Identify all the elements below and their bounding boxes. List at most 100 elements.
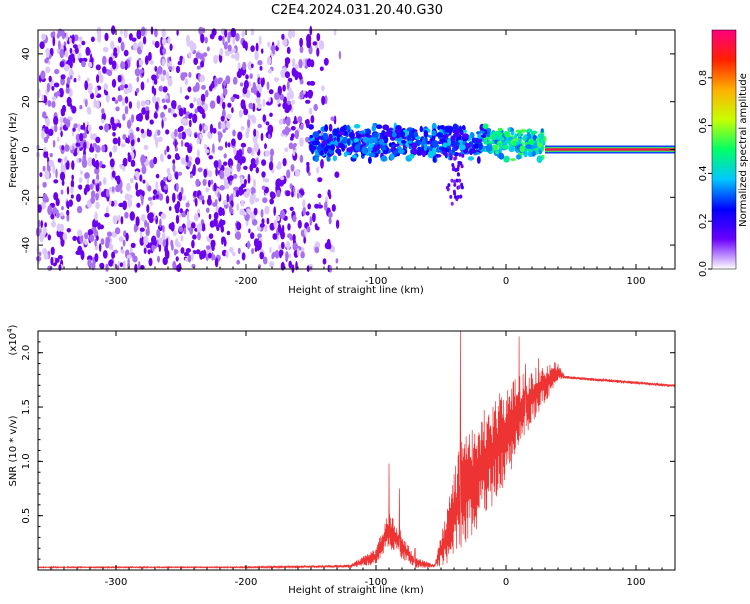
spectrogram-noise-cell [175, 182, 179, 193]
spectrogram-noise-cell [194, 133, 198, 139]
spectrogram-noise-cell [219, 170, 225, 180]
spectrogram-noise-cell [174, 153, 180, 161]
spectrogram-band-cell [408, 153, 415, 159]
spectrogram-band-cell [516, 154, 522, 160]
spectrogram-noise-cell [191, 263, 196, 269]
spectrogram-noise-cell [192, 164, 196, 174]
spectrogram-noise-cell [113, 50, 117, 57]
spectrogram-noise-cell [155, 173, 160, 179]
spectrogram-noise-cell [129, 246, 133, 254]
spectrogram-noise-cell [139, 236, 145, 246]
spectrogram-noise-cell [195, 249, 201, 255]
spectrogram-noise-cell [231, 138, 236, 146]
spectrogram-y-label: Frequency (Hz) [8, 112, 19, 188]
spectrogram-noise-cell [76, 147, 80, 155]
spectrogram-noise-cell [292, 187, 296, 192]
spectrogram-noise-cell [227, 142, 231, 148]
spectrogram-noise-cell [117, 74, 122, 83]
spectrogram-noise-cell [305, 211, 310, 216]
figure-title: C2E4.2024.031.20.40.G30 [271, 3, 443, 18]
spectrogram-noise-cell [218, 35, 223, 41]
spectrogram-noise-cell [124, 84, 128, 89]
spectrogram-noise-cell [108, 259, 114, 267]
spectrogram-noise-cell [223, 88, 228, 96]
spectrogram-noise-cell [87, 258, 92, 268]
spectrogram-noise-cell [272, 49, 275, 55]
spectrogram-noise-cell [286, 240, 291, 251]
spectrogram-noise-cell [97, 222, 101, 230]
spectrogram-band-cell [431, 130, 437, 137]
spectrogram-band-cell [335, 148, 342, 154]
spectrogram-band-cell [459, 194, 463, 199]
spectrogram-band-cell [456, 126, 460, 135]
spectrogram-noise-cell [95, 99, 100, 110]
spectrogram-noise-cell [193, 57, 199, 65]
spectrogram-noise-cell [56, 212, 60, 219]
spectrogram-noise-cell [298, 58, 303, 69]
spectrogram-noise-cell [303, 236, 307, 244]
spectrogram-band-cell [451, 163, 455, 167]
spectrogram-noise-cell [160, 111, 165, 119]
spectrogram-noise-cell [41, 33, 47, 41]
spectrogram-noise-cell [51, 220, 56, 228]
spectrogram-noise-cell [188, 51, 192, 58]
spectrogram-noise-cell [60, 189, 64, 195]
spectrogram-noise-cell [51, 100, 56, 109]
spectrogram-noise-cell [260, 132, 264, 142]
spectrogram-noise-cell [164, 249, 170, 260]
spectrogram-noise-cell [299, 79, 304, 85]
spectrogram-noise-cell [46, 82, 51, 93]
spectrogram-noise-cell [267, 41, 271, 48]
spectrogram-noise-cell [318, 40, 325, 50]
spectrogram-noise-cell [117, 136, 121, 147]
spectrogram-noise-cell [255, 42, 259, 52]
spectrogram-band-cell [447, 126, 453, 135]
spectrogram-band-cell [518, 131, 523, 135]
spectrogram-band-cell [444, 148, 450, 153]
spectrogram-noise-cell [220, 115, 225, 122]
spectrogram-noise-cell [219, 47, 224, 56]
spectrogram-noise-cell [51, 86, 55, 91]
spectrogram-noise-cell [277, 40, 280, 48]
spectrogram-noise-cell [102, 66, 107, 74]
spectrogram-noise-cell [57, 158, 62, 163]
spectrogram-band-cell [353, 124, 361, 129]
spectrogram-noise-cell [124, 105, 129, 115]
spectrogram-noise-cell [194, 157, 201, 165]
spectrogram-noise-cell [282, 102, 288, 110]
spectrogram-noise-cell [179, 208, 183, 214]
spectrogram-noise-cell [78, 43, 82, 49]
spectrogram-noise-cell [120, 189, 123, 194]
spectrogram-noise-cell [112, 144, 118, 153]
spectrogram-noise-cell [70, 186, 74, 194]
spectrogram-noise-cell [157, 255, 160, 263]
spectrogram-band-cell [314, 156, 320, 162]
spectrogram-noise-cell [154, 40, 160, 49]
spectrogram-noise-cell [205, 245, 211, 250]
spectrogram-noise-cell [37, 204, 42, 213]
spectrogram-noise-cell [273, 206, 277, 216]
spectrogram-noise-cell [224, 50, 231, 57]
spectrogram-noise-cell [136, 59, 139, 69]
spectrogram-noise-cell [261, 159, 267, 167]
spectrogram-noise-cell [306, 39, 312, 49]
spectrogram-noise-cell [49, 153, 53, 158]
spectrogram-noise-cell [309, 80, 316, 86]
spectrogram-noise-cell [123, 28, 128, 39]
spectrogram-noise-cell [243, 108, 249, 116]
spectrogram-noise-cell [91, 158, 96, 166]
spectrogram-noise-cell [44, 222, 47, 228]
spectrogram-noise-cell [199, 123, 203, 132]
spectrogram-noise-cell [278, 119, 284, 125]
spectrogram-saturated-line [545, 145, 675, 154]
spectrogram-noise-cell [117, 94, 123, 102]
spectrogram-noise-cell [122, 260, 126, 270]
spectrogram-noise-cell [292, 145, 296, 151]
colorbar-tick-label: 0.6 [698, 118, 709, 134]
spectrogram-noise-cell [215, 55, 219, 61]
spectrogram-noise-cell [277, 161, 282, 166]
spectrogram-noise-cell [108, 56, 113, 66]
spectrogram-noise-cell [56, 223, 62, 232]
spectrogram-noise-cell [195, 178, 200, 187]
